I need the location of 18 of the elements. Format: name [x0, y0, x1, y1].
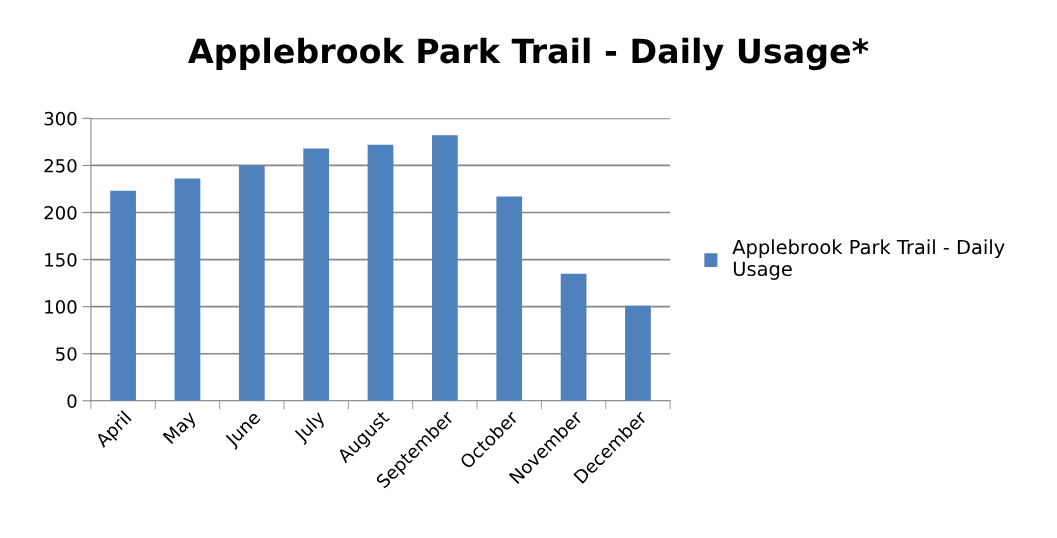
bar — [432, 135, 458, 401]
y-tick-label: 250 — [44, 158, 77, 173]
y-tick-label: 300 — [44, 111, 77, 126]
bar — [367, 144, 394, 401]
y-tick-label: 200 — [44, 205, 77, 220]
bar — [110, 190, 136, 401]
chart-title: Applebrook Park Trail - Daily Usage* — [188, 37, 869, 71]
bar — [496, 196, 523, 401]
legend-label: Applebrook Park Trail - Daily Usage — [732, 239, 1005, 280]
y-tick-label: 50 — [56, 347, 77, 361]
y-tick-label: 150 — [45, 253, 77, 267]
bar — [238, 165, 265, 401]
bar — [625, 305, 651, 401]
y-tick-label: 100 — [45, 300, 77, 314]
y-tick-label: 0 — [67, 394, 77, 408]
bar — [303, 148, 330, 401]
bar — [174, 178, 201, 401]
bar — [560, 273, 587, 401]
